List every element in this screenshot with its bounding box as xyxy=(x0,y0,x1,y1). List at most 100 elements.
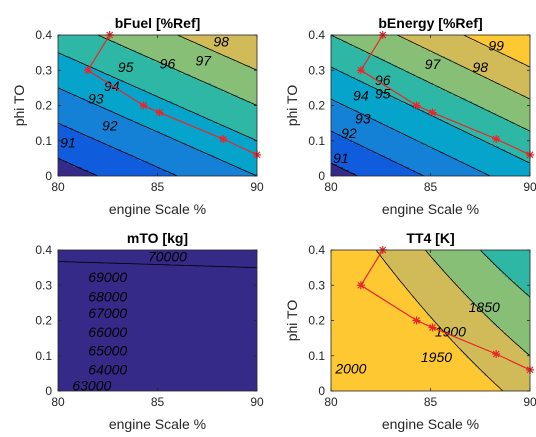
route-point xyxy=(155,108,164,117)
route-point xyxy=(219,134,228,143)
route-line xyxy=(86,34,258,156)
y-tick-label: 0.4 xyxy=(35,243,52,257)
contour-line xyxy=(480,250,530,298)
contour-label: 67000 xyxy=(88,305,127,321)
contour-label: 2000 xyxy=(334,361,366,377)
contour-label: 1950 xyxy=(421,349,452,365)
contour-label: 93 xyxy=(355,110,371,126)
y-tick-label: 0 xyxy=(318,169,325,183)
contour-label: 70000 xyxy=(148,248,187,264)
contour-label: 69000 xyxy=(88,269,127,285)
y-tick-label: 0.2 xyxy=(35,99,52,113)
subplot-title: mTO [kg] xyxy=(127,230,188,246)
route-point xyxy=(492,349,501,358)
contour-label: 63000 xyxy=(72,377,111,393)
contour-line xyxy=(97,35,257,106)
contour-line xyxy=(463,35,530,68)
contour-label: 65000 xyxy=(88,343,127,359)
y-tick-label: 0.4 xyxy=(308,243,325,257)
y-axis-label: phi TO xyxy=(11,85,27,127)
contour-line xyxy=(331,130,425,176)
y-tick-label: 0 xyxy=(318,384,325,398)
route-line xyxy=(360,34,531,156)
contour-label: 92 xyxy=(102,118,118,134)
contour-line xyxy=(331,98,491,176)
y-tick-label: 0.3 xyxy=(308,278,325,292)
contour-line xyxy=(424,250,530,357)
y-tick-label: 0.2 xyxy=(308,314,325,328)
x-tick-label: 85 xyxy=(151,395,165,409)
y-tick-label: 0 xyxy=(45,169,52,183)
contour-label: 1900 xyxy=(435,324,466,340)
route-point xyxy=(83,66,92,75)
contour-line xyxy=(58,158,98,176)
x-tick-label: 85 xyxy=(424,180,438,194)
contour-line xyxy=(331,35,530,132)
x-tick-label: 85 xyxy=(151,180,165,194)
y-tick-label: 0 xyxy=(45,384,52,398)
y-tick-label: 0.1 xyxy=(35,349,52,363)
contour-label: 68000 xyxy=(88,288,127,304)
contour-line xyxy=(177,35,257,71)
y-tick-label: 0.3 xyxy=(308,63,325,77)
route-point xyxy=(356,281,365,290)
contour-label: 95 xyxy=(375,86,391,102)
x-tick-label: 85 xyxy=(424,395,438,409)
x-axis-label: engine Scale % xyxy=(109,201,206,217)
y-tick-label: 0.1 xyxy=(308,134,325,148)
contour-line xyxy=(58,122,178,176)
contour-line xyxy=(58,87,257,176)
y-tick-label: 0.1 xyxy=(35,134,52,148)
x-tick-label: 90 xyxy=(523,395,536,409)
contour-label: 91 xyxy=(60,134,76,150)
contour-label: 64000 xyxy=(88,361,127,377)
route-point xyxy=(428,323,437,332)
contour-label: 99 xyxy=(488,38,504,54)
y-tick-label: 0.1 xyxy=(308,349,325,363)
x-tick-label: 80 xyxy=(324,395,338,409)
contour-label: 92 xyxy=(341,125,357,141)
x-axis-label: engine Scale % xyxy=(109,416,206,432)
contour-label: 95 xyxy=(118,59,134,75)
route-line xyxy=(360,249,531,371)
x-tick-label: 80 xyxy=(51,180,65,194)
contour-label: 96 xyxy=(160,56,176,72)
contour-line xyxy=(331,162,358,176)
contour-label: 66000 xyxy=(88,324,127,340)
contour-line xyxy=(331,66,530,164)
contour-label: 97 xyxy=(195,52,212,68)
y-axis-label: phi TO xyxy=(284,85,300,127)
route-point xyxy=(139,101,148,110)
route-point xyxy=(356,66,365,75)
y-axis-label: phi TO xyxy=(284,300,300,342)
x-tick-label: 90 xyxy=(250,395,264,409)
y-tick-label: 0.3 xyxy=(35,63,52,77)
y-tick-label: 0.4 xyxy=(308,28,325,42)
y-tick-label: 0.3 xyxy=(35,278,52,292)
subplot-title: TT4 [K] xyxy=(406,230,454,246)
x-tick-label: 80 xyxy=(324,180,338,194)
contour-line xyxy=(397,35,530,100)
contour-label: 98 xyxy=(213,33,229,49)
x-axis-label: engine Scale % xyxy=(382,201,479,217)
subplot-title: bFuel [%Ref] xyxy=(115,15,201,31)
contour-label: 96 xyxy=(375,72,391,88)
route-point xyxy=(412,101,421,110)
contour-line xyxy=(58,261,257,268)
y-tick-label: 0.4 xyxy=(35,28,52,42)
contour-label: 91 xyxy=(333,150,349,166)
route-point xyxy=(492,134,501,143)
subplot-title: bEnergy [%Ref] xyxy=(378,15,482,31)
contour-label: 98 xyxy=(472,59,488,75)
route-point xyxy=(428,108,437,117)
y-tick-label: 0.2 xyxy=(35,314,52,328)
route-point xyxy=(412,316,421,325)
